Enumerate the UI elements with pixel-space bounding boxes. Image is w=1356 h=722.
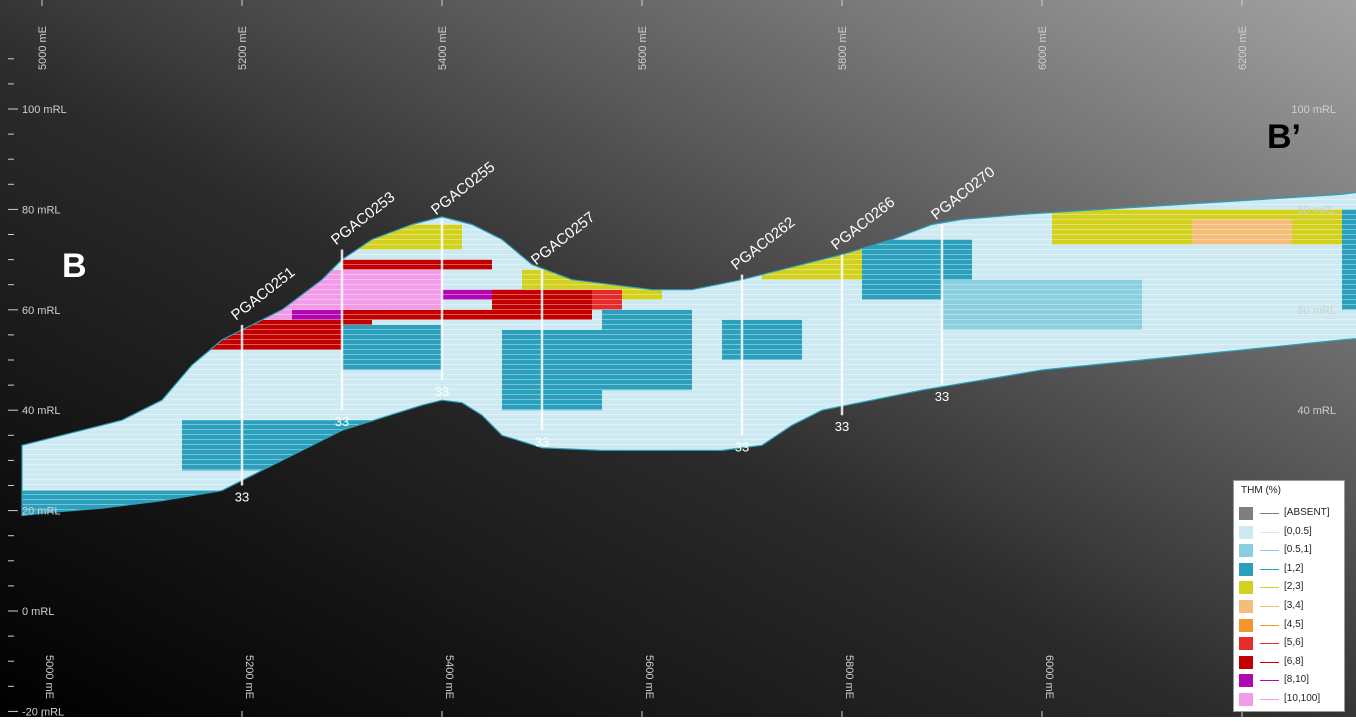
legend: THM (%) [ABSENT] [0,0.5] [0.5,1] [1,2] [2,3]… [1233,480,1345,712]
legend-line [1260,606,1279,607]
legend-label: [6,8] [1284,655,1304,667]
legend-label: [0.5,1] [1284,544,1312,556]
legend-line [1260,568,1279,570]
y-axis-label-right: 40 mRL [1297,405,1336,417]
legend-swatch [1239,600,1253,613]
legend-item: [ABSENT] [1239,506,1343,522]
legend-line [1260,699,1279,700]
y-axis-label-left: 100 mRL [22,104,67,116]
legend-label: [8,10] [1284,674,1310,686]
drillhole-depth-label: 33 [735,439,749,454]
legend-line [1260,661,1279,663]
legend-swatch [1239,562,1253,576]
legend-line [1260,550,1279,552]
legend-item: [8,10] [1239,673,1343,689]
x-axis-label-top: 5200 mE [237,26,249,70]
section-end-label: B’ [1267,118,1301,156]
legend-swatch [1239,637,1253,651]
legend-line [1260,680,1279,682]
drillhole-depth-label: 33 [435,384,449,399]
x-axis-label-bottom: 5800 mE [843,655,855,699]
legend-line [1260,531,1279,533]
x-axis-label-top: 5400 mE [437,26,449,70]
legend-label: [3,4] [1284,600,1304,611]
legend-swatch [1239,525,1253,539]
legend-item: [3,4] [1239,599,1343,615]
legend-swatch [1239,507,1253,520]
y-axis-label-left: 40 mRL [22,405,61,417]
x-axis-label-top: 5000 mE [37,26,49,70]
y-axis-label-left: -20 mRL [22,706,64,717]
x-axis-label-top: 6000 mE [1037,26,1049,70]
x-axis-label-bottom: 5400 mE [443,655,455,699]
y-axis-label-left: 20 mRL [22,506,61,518]
x-axis-label-bottom: 5600 mE [643,655,655,699]
x-axis-label-top: 5800 mE [837,26,849,70]
drillhole-depth-label: 33 [335,414,349,429]
legend-swatch [1239,618,1253,632]
y-axis-label-left: 0 mRL [22,606,54,618]
y-axis-label-right: 60 mRL [1297,305,1336,317]
y-axis-label-left: 60 mRL [22,305,61,317]
legend-label: [4,5] [1284,618,1304,630]
legend-item: [4,5] [1239,618,1343,634]
legend-label: [1,2] [1284,562,1304,574]
legend-swatch [1239,693,1253,706]
x-axis-label-bottom: 5000 mE [43,655,55,699]
drillhole-depth-label: 33 [935,389,949,404]
section-start-label: B [62,247,87,285]
legend-swatch [1239,674,1253,688]
x-axis-label-top: 5600 mE [637,26,649,70]
legend-line [1260,513,1279,514]
legend-swatch [1239,655,1253,669]
y-axis-label-right: 80 mRL [1297,204,1336,216]
x-axis-label-bottom: 5200 mE [243,655,255,699]
legend-title: THM (%) [1241,485,1281,496]
grid-ticks [8,0,1243,717]
y-axis-label-left: 80 mRL [22,204,61,216]
legend-swatch [1239,581,1253,595]
section-body-outline [21,191,1356,517]
legend-label: [5,6] [1284,637,1304,649]
legend-item: [1,2] [1239,562,1343,578]
drillhole-depth-label: 33 [535,434,549,449]
legend-label: [0,0.5] [1284,525,1312,537]
legend-item: [0.5,1] [1239,543,1343,559]
legend-item: [2,3] [1239,580,1343,596]
legend-label: [2,3] [1284,581,1304,593]
legend-item: [6,8] [1239,655,1343,671]
drillhole-depth-label: 33 [835,419,849,434]
axis-labels: 5000 mE 5000 mE 5200 mE 5200 mE 5400 mE 5400 … [22,26,1336,718]
legend-line [1260,624,1279,626]
drillhole-depth-label: 33 [235,490,249,505]
legend-item: [5,6] [1239,636,1343,652]
legend-line [1260,643,1279,645]
legend-item: [10,100] [1239,692,1343,708]
x-axis-label-top: 6200 mE [1237,26,1249,70]
x-axis-label-bottom: 6000 mE [1043,655,1055,699]
legend-swatch [1239,544,1253,558]
legend-line [1260,587,1279,589]
legend-label: [ABSENT] [1284,507,1330,518]
legend-item: [0,0.5] [1239,525,1343,541]
y-axis-label-right: 100 mRL [1291,104,1336,116]
legend-label: [10,100] [1284,693,1321,704]
